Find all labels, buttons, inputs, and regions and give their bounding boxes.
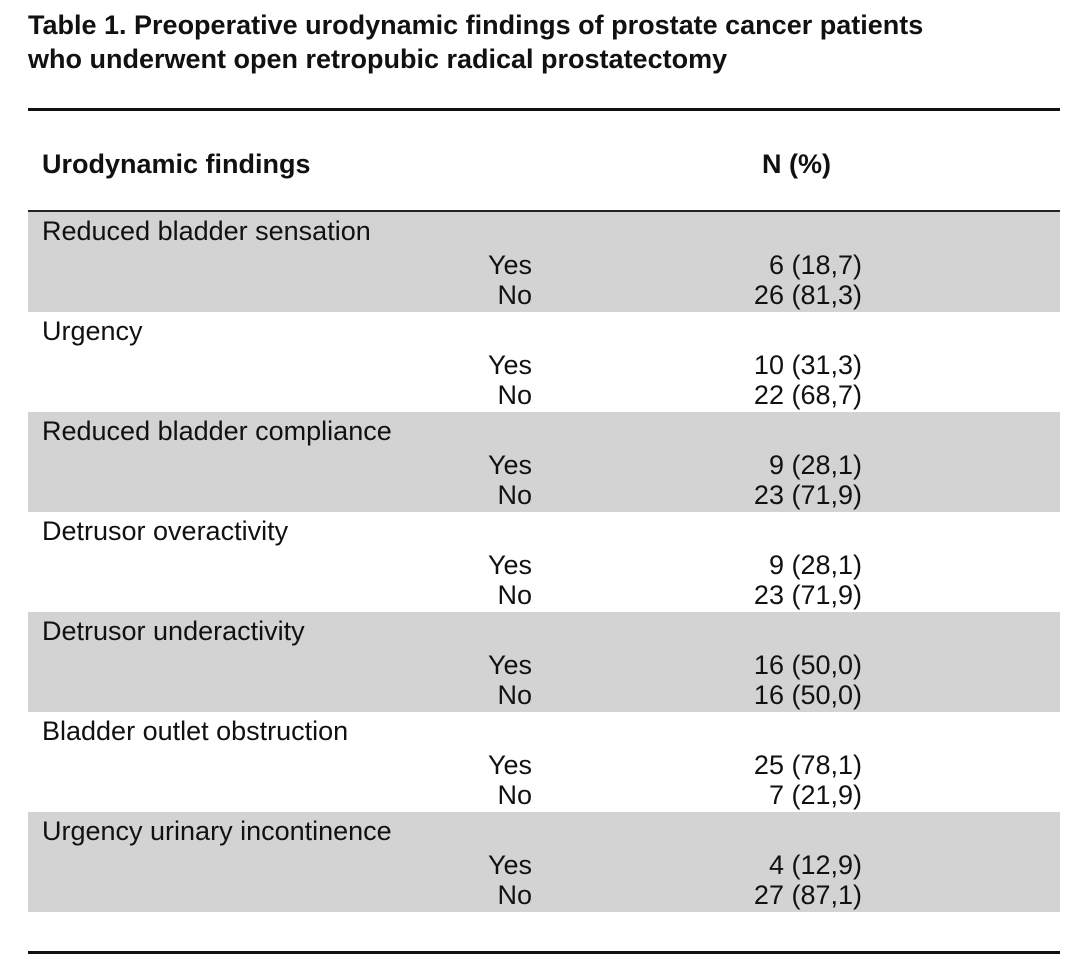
value-no: 27 (87,1) [753,880,862,910]
table-bottom-rule [28,951,1060,954]
value-no: 16 (50,0) [753,680,862,710]
value-yes: 9 (28,1) [768,550,862,580]
table-top-rule [28,108,1060,111]
value-no: 7 (21,9) [768,780,862,810]
value-yes: 4 (12,9) [768,850,862,880]
value-yes: 9 (28,1) [768,450,862,480]
table-row-yes: Yes 4 (12,9) [28,850,1060,882]
option-label-yes: Yes [487,750,532,780]
value-no: 23 (71,9) [753,480,862,510]
table-row-yes: Yes 16 (50,0) [28,650,1060,682]
table-row-group: Reduced bladder compliance Yes 9 (28,1) … [28,412,1060,512]
table-title: Table 1. Preoperative urodynamic finding… [28,8,1058,76]
option-label-no: No [497,680,532,710]
value-no: 26 (81,3) [753,280,862,310]
finding-label: Reduced bladder sensation [42,216,371,246]
table-row-yes: Yes 9 (28,1) [28,450,1060,482]
value-yes: 6 (18,7) [768,250,862,280]
table-row-group: Detrusor underactivity Yes 16 (50,0) No … [28,612,1060,712]
table-row-yes: Yes 10 (31,3) [28,350,1060,382]
table-row-no: No 22 (68,7) [28,380,1060,412]
table-row-group: Bladder outlet obstruction Yes 25 (78,1)… [28,712,1060,812]
finding-label: Bladder outlet obstruction [42,716,349,746]
table-row-no: No 27 (87,1) [28,880,1060,912]
option-label-yes: Yes [487,450,532,480]
table-header: Urodynamic findings N (%) [28,112,1060,212]
finding-label: Detrusor underactivity [42,616,305,646]
finding-label: Detrusor overactivity [42,516,289,546]
value-no: 23 (71,9) [753,580,862,610]
option-label-yes: Yes [487,850,532,880]
table-title-line-1: Table 1. Preoperative urodynamic finding… [28,10,924,40]
table-row-group: Urgency urinary incontinence Yes 4 (12,9… [28,812,1060,912]
table-row-yes: Yes 6 (18,7) [28,250,1060,282]
option-label-yes: Yes [487,350,532,380]
table-row-yes: Yes 9 (28,1) [28,550,1060,582]
column-header-findings: Urodynamic findings [42,149,311,179]
table-row-yes: Yes 25 (78,1) [28,750,1060,782]
option-label-no: No [497,880,532,910]
option-label-yes: Yes [487,250,532,280]
option-label-no: No [497,380,532,410]
option-label-no: No [497,580,532,610]
table-title-line-2: who underwent open retropubic radical pr… [28,44,728,74]
option-label-yes: Yes [487,550,532,580]
value-yes: 16 (50,0) [753,650,862,680]
table-row-group: Detrusor overactivity Yes 9 (28,1) No 23… [28,512,1060,612]
option-label-no: No [497,480,532,510]
table-row-no: No 16 (50,0) [28,680,1060,712]
table-row-no: No 7 (21,9) [28,780,1060,812]
table-row-no: No 26 (81,3) [28,280,1060,312]
finding-label: Reduced bladder compliance [42,416,392,446]
option-label-no: No [497,780,532,810]
value-yes: 25 (78,1) [753,750,862,780]
table-row-no: No 23 (71,9) [28,580,1060,612]
finding-label: Urgency urinary incontinence [42,816,392,846]
column-header-n-percent: N (%) [762,149,831,179]
table-body: Reduced bladder sensation Yes 6 (18,7) N… [28,212,1060,912]
table-row-group: Urgency Yes 10 (31,3) No 22 (68,7) [28,312,1060,412]
option-label-yes: Yes [487,650,532,680]
value-no: 22 (68,7) [753,380,862,410]
table-row-no: No 23 (71,9) [28,480,1060,512]
value-yes: 10 (31,3) [753,350,862,380]
finding-label: Urgency [42,316,143,346]
option-label-no: No [497,280,532,310]
table-row-group: Reduced bladder sensation Yes 6 (18,7) N… [28,212,1060,312]
